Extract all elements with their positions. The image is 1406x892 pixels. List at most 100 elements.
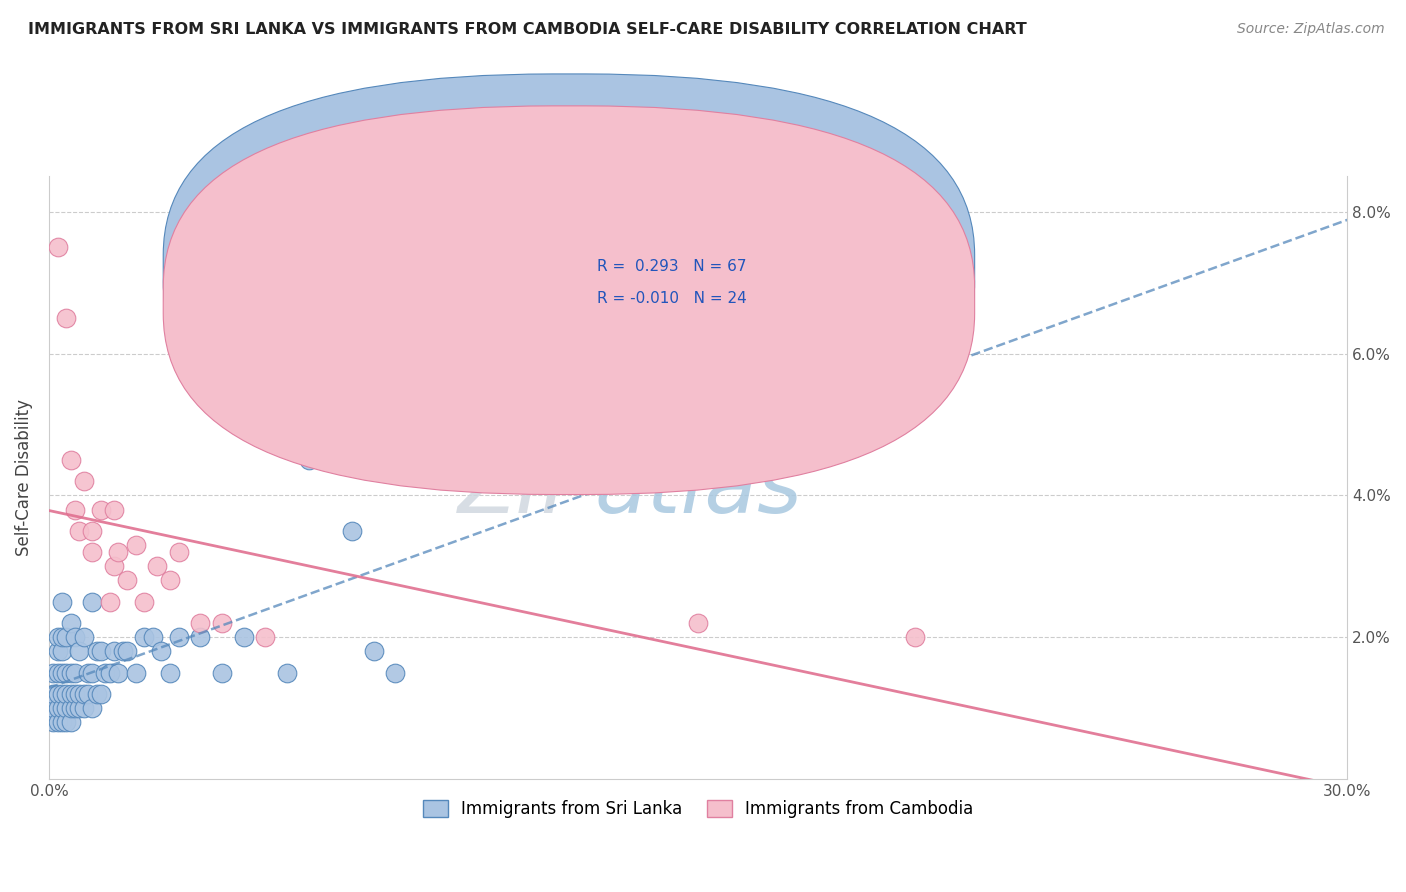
- Point: [103, 644, 125, 658]
- Point: [107, 545, 129, 559]
- Point: [134, 630, 156, 644]
- Point: [46, 715, 69, 730]
- Text: Source: ZipAtlas.com: Source: ZipAtlas.com: [1237, 22, 1385, 37]
- Point: [72, 474, 94, 488]
- Point: [190, 630, 212, 644]
- Point: [298, 453, 321, 467]
- Point: [42, 687, 65, 701]
- Point: [903, 630, 925, 644]
- Point: [55, 665, 77, 680]
- Point: [90, 687, 112, 701]
- Text: ZIP: ZIP: [458, 448, 595, 532]
- Point: [103, 502, 125, 516]
- Point: [319, 417, 342, 432]
- Point: [51, 687, 73, 701]
- Point: [67, 644, 90, 658]
- Point: [67, 524, 90, 538]
- Point: [124, 665, 146, 680]
- Point: [59, 701, 82, 715]
- Point: [51, 715, 73, 730]
- Point: [59, 715, 82, 730]
- Point: [254, 630, 277, 644]
- Point: [124, 538, 146, 552]
- Point: [59, 615, 82, 630]
- Point: [82, 701, 104, 715]
- Y-axis label: Self-Care Disability: Self-Care Disability: [15, 399, 32, 556]
- Legend: Immigrants from Sri Lanka, Immigrants from Cambodia: Immigrants from Sri Lanka, Immigrants fr…: [416, 793, 980, 825]
- Point: [363, 644, 385, 658]
- Point: [159, 574, 181, 588]
- Point: [67, 701, 90, 715]
- Point: [42, 715, 65, 730]
- Point: [51, 665, 73, 680]
- Point: [82, 595, 104, 609]
- Point: [115, 644, 138, 658]
- Point: [55, 630, 77, 644]
- Point: [63, 502, 86, 516]
- Point: [86, 687, 108, 701]
- Point: [98, 595, 121, 609]
- Point: [51, 630, 73, 644]
- Point: [232, 630, 254, 644]
- Point: [159, 665, 181, 680]
- Point: [46, 687, 69, 701]
- Point: [167, 630, 190, 644]
- Point: [211, 615, 233, 630]
- Point: [59, 453, 82, 467]
- Point: [51, 595, 73, 609]
- Point: [90, 644, 112, 658]
- Point: [55, 701, 77, 715]
- Point: [72, 701, 94, 715]
- Point: [82, 545, 104, 559]
- Point: [59, 687, 82, 701]
- Point: [46, 644, 69, 658]
- FancyBboxPatch shape: [163, 106, 974, 494]
- Point: [107, 665, 129, 680]
- Point: [46, 240, 69, 254]
- Point: [42, 665, 65, 680]
- Point: [134, 595, 156, 609]
- Point: [55, 311, 77, 326]
- Point: [142, 630, 165, 644]
- Point: [63, 665, 86, 680]
- Point: [77, 665, 100, 680]
- Text: atlas: atlas: [595, 448, 803, 532]
- Point: [77, 687, 100, 701]
- Point: [167, 545, 190, 559]
- Point: [340, 524, 363, 538]
- Point: [103, 559, 125, 574]
- Point: [51, 644, 73, 658]
- Point: [111, 644, 134, 658]
- Point: [63, 701, 86, 715]
- Point: [276, 665, 298, 680]
- FancyBboxPatch shape: [163, 74, 974, 463]
- Point: [63, 630, 86, 644]
- Point: [46, 630, 69, 644]
- Point: [82, 665, 104, 680]
- Point: [63, 687, 86, 701]
- Point: [384, 665, 406, 680]
- Point: [146, 559, 169, 574]
- Point: [67, 687, 90, 701]
- Point: [55, 715, 77, 730]
- Point: [82, 524, 104, 538]
- Point: [72, 687, 94, 701]
- Point: [59, 665, 82, 680]
- Point: [42, 701, 65, 715]
- Text: R =  0.293   N = 67: R = 0.293 N = 67: [598, 260, 747, 274]
- Point: [72, 630, 94, 644]
- Text: IMMIGRANTS FROM SRI LANKA VS IMMIGRANTS FROM CAMBODIA SELF-CARE DISABILITY CORRE: IMMIGRANTS FROM SRI LANKA VS IMMIGRANTS …: [28, 22, 1026, 37]
- Point: [115, 574, 138, 588]
- Point: [46, 665, 69, 680]
- Point: [51, 701, 73, 715]
- Point: [46, 701, 69, 715]
- Point: [90, 502, 112, 516]
- Point: [94, 665, 117, 680]
- Point: [190, 615, 212, 630]
- Point: [150, 644, 173, 658]
- FancyBboxPatch shape: [543, 249, 828, 333]
- Point: [98, 665, 121, 680]
- Point: [55, 687, 77, 701]
- Text: R = -0.010   N = 24: R = -0.010 N = 24: [598, 291, 747, 306]
- Point: [86, 644, 108, 658]
